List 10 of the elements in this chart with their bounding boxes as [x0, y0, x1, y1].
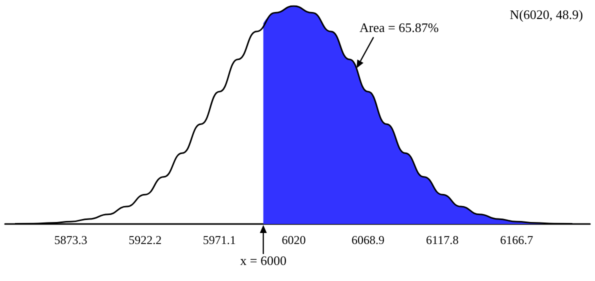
x-tick-label: 6166.7 [500, 233, 534, 247]
annotation: Area = 65.87% [360, 20, 439, 36]
x-tick-label: 5922.2 [128, 233, 162, 247]
x-tick-label: 6020 [282, 233, 306, 247]
annotation: N(6020, 48.9) [510, 7, 583, 22]
x-tick-label: 5873.3 [54, 233, 88, 247]
x-tick-label: 6117.8 [426, 233, 459, 247]
x-tick-label: 6068.9 [352, 233, 385, 247]
x-tick-label: 5971.1 [202, 233, 236, 247]
annotation: x = 6000 [240, 253, 286, 268]
